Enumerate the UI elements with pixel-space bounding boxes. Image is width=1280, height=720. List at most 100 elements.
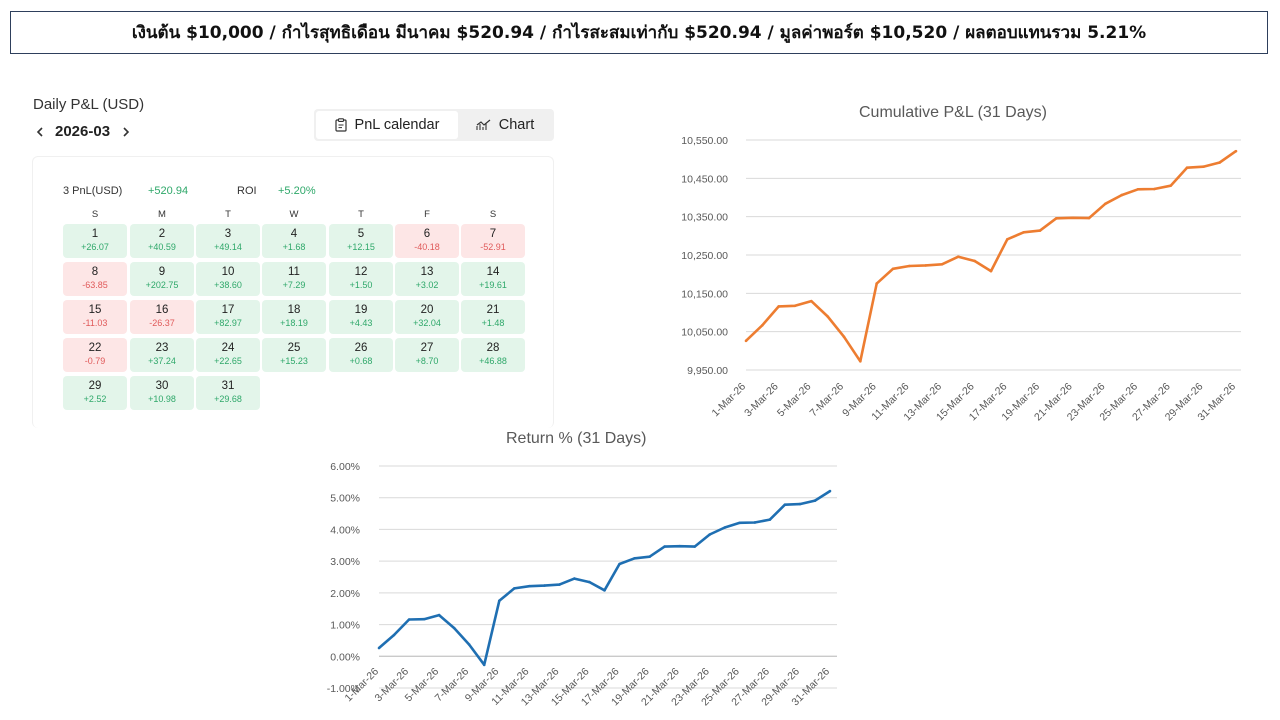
calendar-day-cell[interactable]: 2 +40.59 (130, 224, 194, 258)
calendar-day-cell[interactable]: 6 -40.18 (395, 224, 459, 258)
day-number: 2 (158, 228, 166, 240)
day-pnl-value: -0.79 (84, 356, 106, 366)
y-tick-label: 10,350.00 (681, 212, 728, 224)
data-point (497, 599, 501, 603)
calendar-day-cell[interactable]: 10 +38.60 (196, 262, 260, 296)
data-point (798, 502, 802, 506)
chevron-right-icon[interactable] (118, 124, 134, 140)
calendar-day-cell[interactable]: 30 +10.98 (130, 376, 194, 410)
day-number: 14 (486, 266, 500, 278)
day-number: 15 (88, 304, 102, 316)
data-point (543, 584, 546, 587)
data-point (1087, 216, 1091, 220)
data-point (908, 264, 911, 268)
x-tick-label: 9-Mar-26 (463, 666, 502, 705)
calendar-day-cell[interactable]: 16 -26.37 (130, 300, 194, 334)
y-tick-label: 4.00% (330, 524, 360, 536)
y-tick-label: 1.00% (330, 620, 360, 632)
data-point (588, 580, 591, 584)
data-point (777, 305, 780, 308)
y-tick-label: 9,950.00 (687, 365, 728, 377)
day-pnl-value: +32.04 (413, 318, 441, 328)
x-tick-label: 25-Mar-26 (1097, 381, 1140, 424)
x-tick-label: 3-Mar-26 (742, 381, 781, 420)
data-point (1202, 165, 1205, 169)
day-number: 31 (221, 380, 235, 392)
day-number: 4 (290, 228, 298, 240)
day-pnl-value: +26.07 (81, 242, 109, 252)
calendar-day-cell[interactable]: 27 +8.70 (395, 338, 459, 372)
calendar-day-cell[interactable]: 4 +1.68 (262, 224, 326, 258)
y-tick-label: 0.00% (330, 651, 360, 663)
calendar-day-cell[interactable]: 15 -11.03 (63, 300, 127, 334)
day-pnl-value: +3.02 (415, 280, 439, 290)
calendar-day-cell[interactable]: 28 +46.88 (461, 338, 525, 372)
calendar-day-cell[interactable]: 1 +26.07 (63, 224, 127, 258)
calendar-day-cell[interactable]: 21 +1.48 (461, 300, 525, 334)
calendar-day-cell[interactable]: 18 +18.19 (262, 300, 326, 334)
day-pnl-value: +19.61 (479, 280, 507, 290)
day-pnl-value: -63.85 (82, 280, 108, 290)
x-tick-label: 23-Mar-26 (669, 666, 712, 709)
calendar-day-cell[interactable]: 25 +15.23 (262, 338, 326, 372)
calendar-day-cell[interactable]: 19 +4.43 (329, 300, 393, 334)
x-tick-label: 5-Mar-26 (775, 381, 814, 420)
day-pnl-value: +37.24 (148, 356, 176, 366)
calendar-day-cell[interactable]: 29 +2.52 (63, 376, 127, 410)
data-point (738, 521, 742, 525)
data-point (973, 259, 976, 263)
data-point (603, 589, 606, 592)
day-number: 12 (354, 266, 368, 278)
calendar-day-cell[interactable]: 23 +37.24 (130, 338, 194, 372)
calendar-day-cell[interactable]: 11 +7.29 (262, 262, 326, 296)
chevron-left-icon[interactable] (32, 124, 48, 140)
x-tick-label: 31-Mar-26 (789, 666, 832, 709)
day-number: 20 (420, 304, 434, 316)
calendar-day-cell[interactable]: 7 -52.91 (461, 224, 525, 258)
day-number: 13 (420, 266, 434, 278)
data-point (1055, 217, 1058, 220)
day-number: 27 (420, 342, 434, 354)
calendar-day-cell[interactable]: 12 +1.50 (329, 262, 393, 296)
calendar-day-cell[interactable]: 9 +202.75 (130, 262, 194, 296)
data-point (1153, 187, 1156, 191)
calendar-day-cell[interactable]: 26 +0.68 (329, 338, 393, 372)
x-tick-label: 3-Mar-26 (373, 666, 412, 705)
data-point (1038, 229, 1042, 232)
calendar-day-cell[interactable]: 14 +19.61 (461, 262, 525, 296)
x-tick-label: 17-Mar-26 (579, 666, 622, 709)
calendar-day-cell[interactable]: 22 -0.79 (63, 338, 127, 372)
calendar-day-cell[interactable]: 31 +29.68 (196, 376, 260, 410)
x-tick-label: 11-Mar-26 (869, 381, 911, 423)
weekday-header: M (158, 209, 166, 220)
calendar-day-cell[interactable]: 8 -63.85 (63, 262, 127, 296)
calendar-day-cell[interactable]: 3 +49.14 (196, 224, 260, 258)
weekday-header: F (424, 209, 430, 220)
weekday-header: T (358, 209, 364, 220)
calendar-day-cell[interactable]: 24 +22.65 (196, 338, 260, 372)
day-pnl-value: +4.43 (349, 318, 373, 328)
data-point (558, 583, 561, 586)
calendar-day-cell[interactable]: 13 +3.02 (395, 262, 459, 296)
calendar-day-cell[interactable]: 17 +82.97 (196, 300, 260, 334)
data-point (467, 643, 471, 646)
summary-pnl-label: 3 PnL(USD) (63, 185, 123, 197)
data-point (957, 255, 960, 259)
weekday-header: T (225, 209, 231, 220)
calendar-day-cell[interactable]: 20 +32.04 (395, 300, 459, 334)
x-tick-label: 21-Mar-26 (639, 666, 682, 709)
weekday-header: S (489, 209, 497, 220)
data-point (744, 339, 748, 343)
tab-pnl-calendar[interactable]: PnL calendar (316, 111, 458, 139)
tab-chart[interactable]: Chart (458, 111, 552, 139)
data-point (891, 267, 895, 271)
calendar-day-cell[interactable]: 5 +12.15 (329, 224, 393, 258)
day-pnl-value: +1.48 (481, 318, 505, 328)
x-tick-label: 21-Mar-26 (1032, 381, 1075, 424)
day-pnl-value: +40.59 (148, 242, 176, 252)
day-pnl-value: +18.19 (280, 318, 308, 328)
day-pnl-value: +22.65 (214, 356, 242, 366)
x-tick-label: 11-Mar-26 (489, 666, 531, 708)
day-number: 22 (88, 342, 102, 354)
data-point (663, 545, 666, 548)
